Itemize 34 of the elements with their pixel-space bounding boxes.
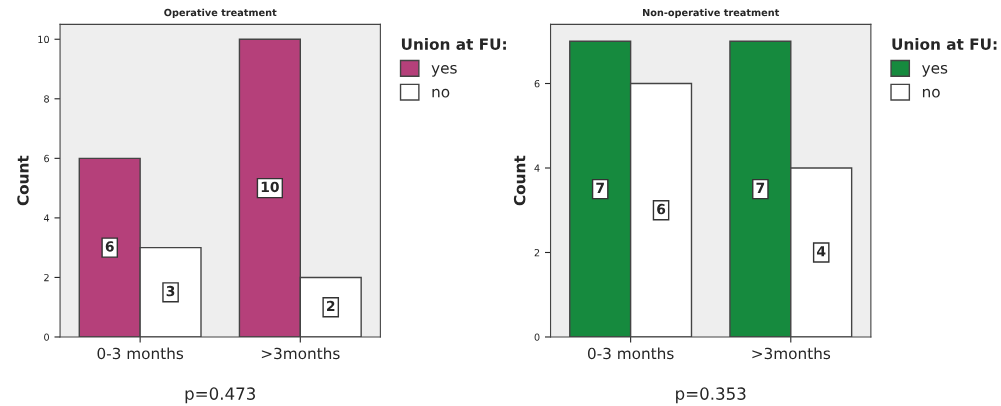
chart-title: Operative treatment (164, 8, 277, 19)
y-tick-label: 4 (534, 164, 540, 172)
x-tick-label: 0-3 months (587, 347, 674, 360)
y-tick-label: 4 (43, 214, 50, 222)
chart-title: Non-operative treatment (643, 8, 780, 19)
y-axis-title: Count (513, 155, 526, 206)
data-label: 4 (817, 246, 826, 257)
text: p=0.473 (185, 387, 256, 404)
legend-title: Union at FU: (892, 38, 997, 50)
y-tick-label: 6 (44, 154, 50, 163)
data-label: 3 (166, 285, 175, 297)
y-tick-label: 2 (534, 248, 540, 257)
data-label: 7 (596, 182, 604, 193)
y-tick-label: 0 (44, 333, 49, 341)
legend-label: yes (922, 64, 948, 77)
y-tick-label: 10 (38, 35, 49, 44)
legend-label: no (432, 88, 450, 98)
data-label: 2 (327, 300, 335, 312)
y-tick-label: 8 (44, 95, 49, 103)
data-label: 6 (105, 241, 114, 252)
x-tick-label: 0-3 months (97, 347, 184, 360)
y-tick-label: 0 (534, 333, 540, 341)
legend-label: no (922, 88, 940, 98)
data-label: 10 (261, 181, 279, 193)
data-label: 6 (657, 203, 666, 215)
legend-title: Union at FU: (401, 38, 506, 50)
x-tick-label: >3months (261, 347, 340, 360)
legend-label: yes (431, 64, 457, 77)
y-axis-title: Count (17, 155, 29, 206)
x-tick-label: >3months (752, 347, 831, 360)
y-tick-label: 2 (44, 273, 49, 282)
text: p=0.353 (676, 387, 746, 404)
data-label: 7 (756, 182, 765, 193)
y-tick-label: 6 (534, 79, 540, 88)
